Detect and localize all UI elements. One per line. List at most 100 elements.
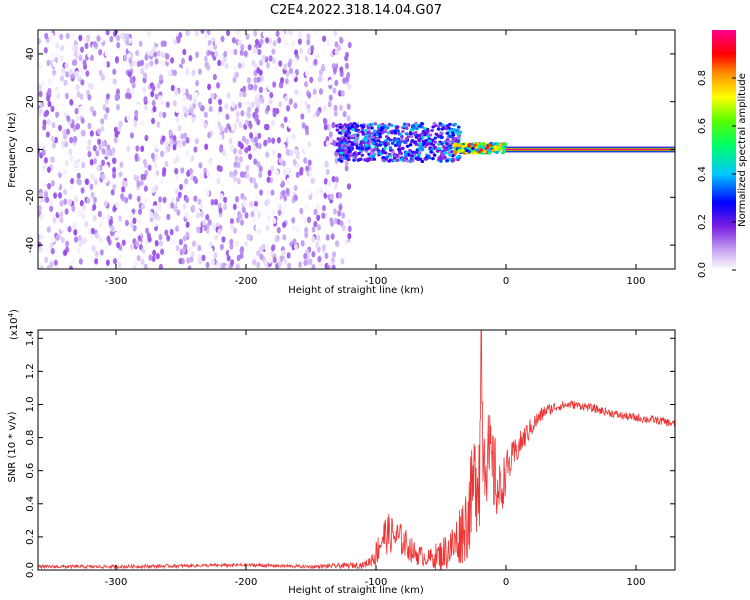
heatmap-cell (208, 241, 213, 248)
heatmap-cell (184, 196, 189, 203)
heatmap-cell (177, 191, 182, 198)
heatmap-cell (271, 209, 276, 216)
heatmap-cell (316, 234, 321, 241)
heatmap-cell (300, 240, 305, 247)
heatmap-cell (101, 159, 106, 167)
heatmap-cell (334, 48, 339, 56)
heatmap-cell (249, 132, 254, 139)
svg-text:(x104): (x104) (7, 309, 20, 340)
heatmap-cell (208, 44, 213, 52)
heatmap-cell (333, 30, 338, 37)
heatmap-cell (220, 60, 225, 67)
heatmap-cell (68, 68, 73, 75)
heatmap-cell (164, 140, 169, 147)
heatmap-cell (196, 212, 201, 219)
heatmap-cell (455, 156, 459, 160)
heatmap-cell (256, 250, 261, 257)
heatmap-cell (232, 147, 237, 155)
heatmap-cell (254, 38, 259, 46)
heatmap-cell (330, 162, 335, 170)
heatmap-cell (274, 169, 279, 176)
heatmap-cell (233, 169, 238, 176)
heatmap-cell (249, 253, 254, 260)
heatmap-cell (80, 46, 85, 53)
heatmap-cell (479, 144, 483, 148)
heatmap-cell (281, 249, 286, 257)
heatmap-cell (202, 219, 207, 226)
heatmap-cell (175, 174, 180, 181)
heatmap-cell (167, 70, 172, 77)
heatmap-cell (343, 123, 348, 127)
heatmap-cell (54, 68, 59, 76)
colorbar: 0.0 0.2 0.4 0.6 0.8 Normalized spectral ampl… (697, 30, 748, 278)
heatmap-cell (100, 215, 105, 222)
heatmap-cell (168, 129, 173, 136)
heatmap-cell (129, 243, 134, 251)
heatmap-cell (303, 100, 308, 107)
heatmap-cell (101, 148, 106, 155)
heatmap-cell (116, 34, 121, 42)
heatmap-cell (159, 176, 164, 183)
heatmap-cell (96, 165, 101, 172)
colorbar-tick-label: 0.8 (697, 70, 708, 86)
heatmap-cell (347, 154, 352, 158)
heatmap-cell (326, 180, 331, 187)
heatmap-cell (383, 147, 387, 151)
heatmap-cell (298, 89, 303, 96)
heatmap-cell (266, 176, 271, 183)
heatmap-cell (60, 224, 65, 232)
heatmap-cell (403, 153, 408, 157)
heatmap-cell (444, 148, 449, 152)
heatmap-cell (221, 236, 226, 243)
heatmap-cell (199, 203, 204, 210)
heatmap-cell (187, 46, 192, 54)
heatmap-cell (257, 132, 262, 140)
heatmap-cell (50, 135, 55, 143)
x-tick-label: -300 (105, 577, 128, 588)
heatmap-cell (293, 102, 298, 109)
heatmap-cell (232, 203, 237, 210)
heatmap-cell (283, 201, 288, 208)
heatmap-cell (250, 211, 255, 218)
heatmap-cell (344, 54, 349, 62)
heatmap-cell (63, 188, 68, 196)
heatmap-cell (289, 30, 294, 35)
heatmap-cell (226, 30, 231, 37)
heatmap-cell (347, 83, 352, 90)
heatmap-cell (104, 50, 109, 57)
snr-x-label: Height of straight line (km) (288, 585, 424, 596)
heatmap-cell (133, 115, 138, 122)
heatmap-cell (214, 50, 219, 58)
heatmap-cell (282, 102, 287, 110)
heatmap-cell (346, 183, 351, 190)
heatmap-cell (212, 73, 217, 81)
heatmap-cell (252, 216, 257, 223)
heatmap-cell (97, 210, 102, 218)
heatmap-cell (286, 177, 291, 184)
heatmap-cell (350, 124, 355, 128)
heatmap-cell (457, 149, 462, 153)
heatmap-cell (307, 159, 312, 166)
heatmap-cell (346, 218, 351, 225)
heatmap-cell (78, 209, 83, 217)
heatmap-cell (284, 78, 289, 85)
heatmap-cell (347, 232, 352, 240)
heatmap-cell (134, 259, 139, 266)
heatmap-cell (110, 189, 115, 196)
heatmap-cell (246, 77, 251, 84)
heatmap-cell (115, 201, 120, 209)
heatmap-cell (112, 166, 117, 174)
heatmap-cell (50, 105, 55, 113)
y-tick-label: 0.4 (25, 496, 36, 512)
heatmap-cell (401, 129, 405, 133)
heatmap-cell (214, 198, 219, 206)
heatmap-cell (64, 222, 69, 229)
heatmap-cell (268, 98, 273, 105)
heatmap-cell (140, 145, 145, 153)
heatmap-cell (189, 107, 194, 115)
heatmap-cell (66, 115, 71, 122)
heatmap-cell (417, 138, 422, 143)
heatmap-cell (210, 92, 215, 100)
heatmap-cell (460, 148, 465, 152)
heatmap-cell (447, 145, 452, 149)
